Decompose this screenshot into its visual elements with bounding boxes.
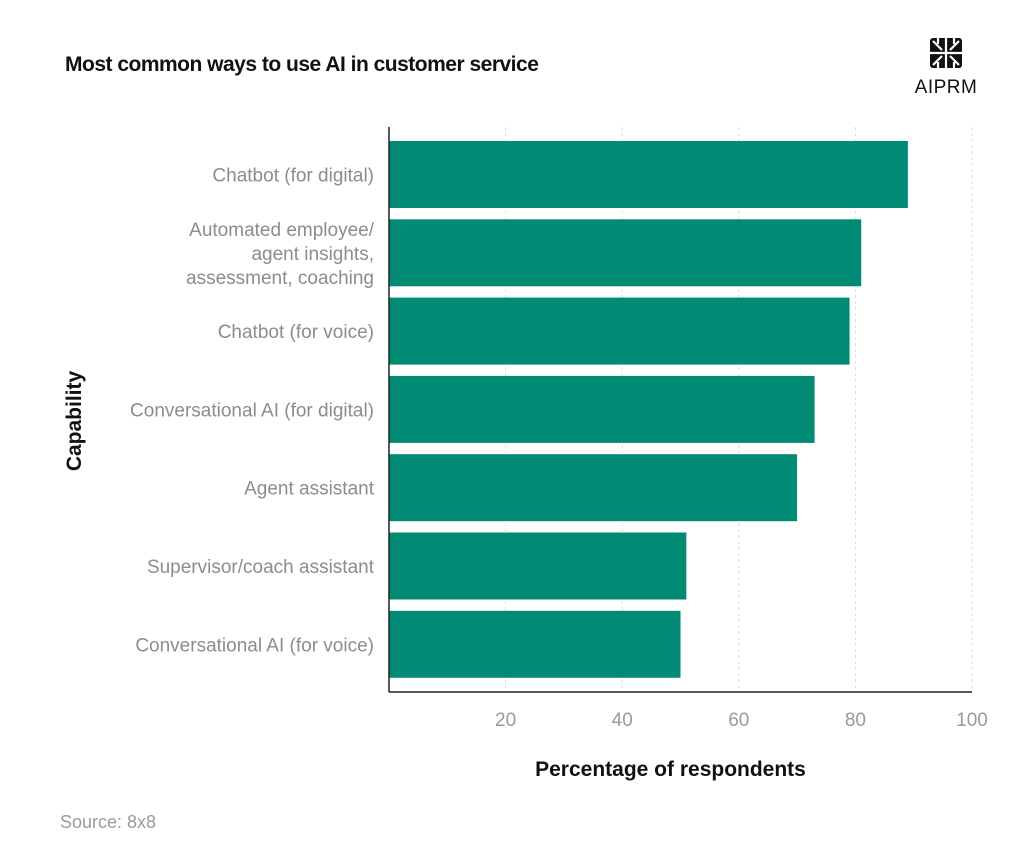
bar-chart: Chatbot (for digital) Automated employee/… xyxy=(63,127,988,781)
bar xyxy=(389,141,908,208)
chart-title: Most common ways to use AI in customer s… xyxy=(65,53,539,76)
bar xyxy=(389,454,798,522)
x-tick-label: 60 xyxy=(728,710,749,731)
logo-text: AIPRM xyxy=(914,77,978,98)
x-tick-label: 80 xyxy=(845,710,866,731)
x-axis-title: Percentage of respondents xyxy=(535,758,806,781)
aiprm-logo-icon xyxy=(930,38,962,68)
category-labels: Chatbot (for digital) Automated employee/… xyxy=(130,166,375,657)
category-label: Chatbot (for voice) xyxy=(218,322,374,343)
category-label: Chatbot (for digital) xyxy=(212,166,374,187)
bar xyxy=(389,610,681,678)
x-tick-label: 20 xyxy=(495,710,516,731)
x-tick-labels: 20 40 60 80 100 xyxy=(495,710,988,731)
x-tick-label: 100 xyxy=(956,710,988,731)
category-label: Conversational AI (for voice) xyxy=(135,635,374,656)
category-label: Supervisor/coach assistant xyxy=(147,557,375,578)
category-label: Conversational AI (for digital) xyxy=(130,400,374,421)
bar xyxy=(389,297,850,365)
bar xyxy=(389,219,862,287)
bars xyxy=(389,141,908,678)
source-note: Source: 8x8 xyxy=(60,812,157,832)
aiprm-logo: AIPRM xyxy=(912,36,980,99)
x-tick-label: 40 xyxy=(612,710,633,731)
category-label: Automated employee/agent insights, assess… xyxy=(186,220,375,289)
bar xyxy=(389,375,815,443)
y-axis-title: Capability xyxy=(63,371,86,472)
category-label: Agent assistant xyxy=(244,479,375,500)
bar xyxy=(389,532,687,600)
